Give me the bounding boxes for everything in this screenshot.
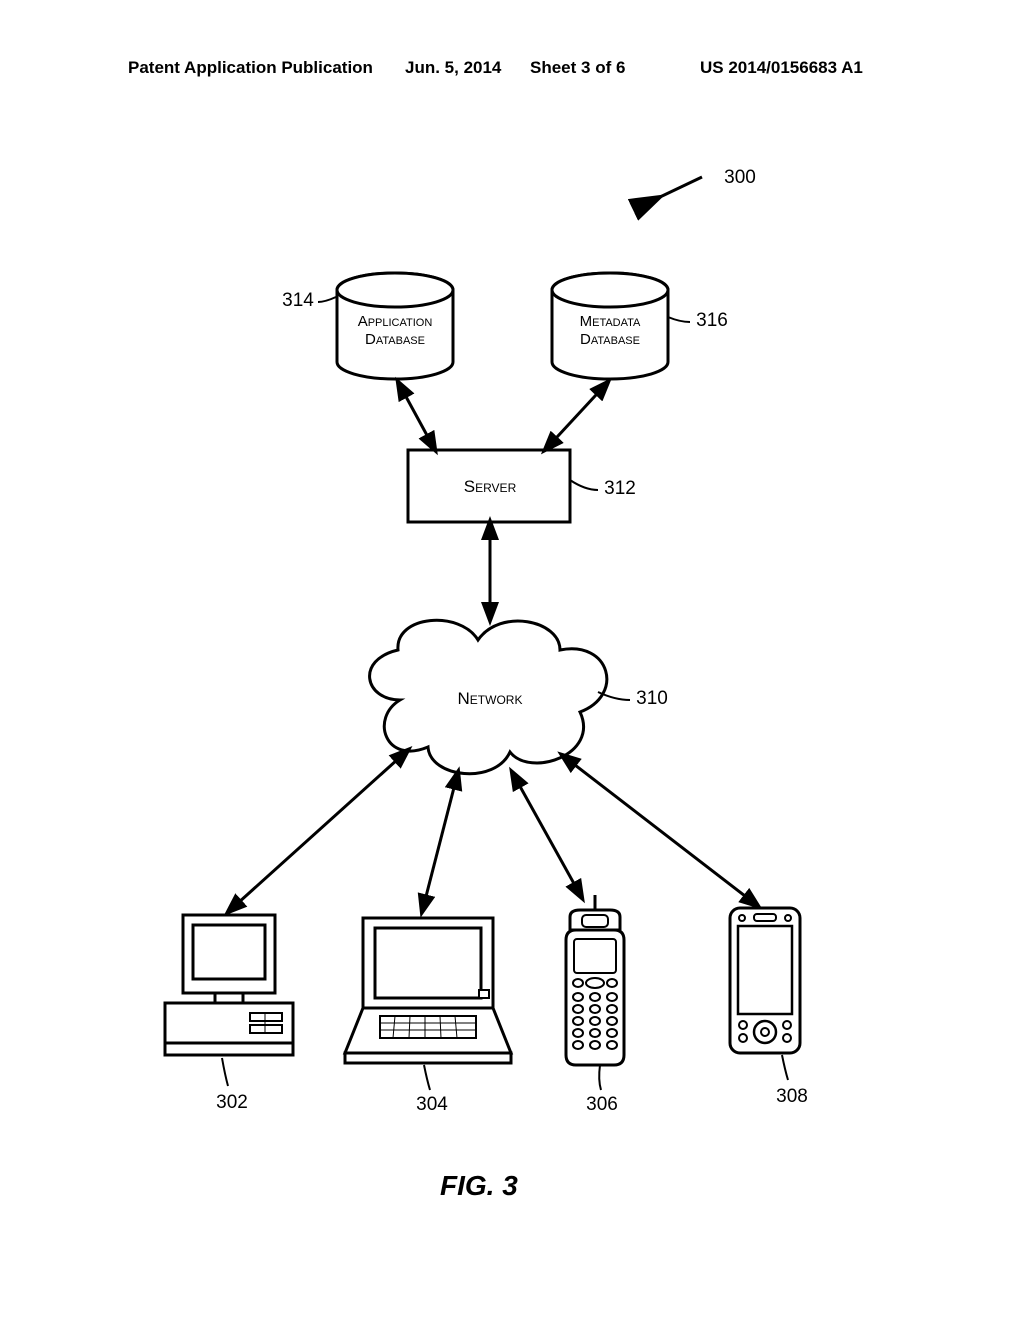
metadata-database-node: Metadata Database 316 (552, 273, 728, 379)
ref-302-label: 302 (216, 1092, 248, 1113)
figure-caption: FIG. 3 (440, 1170, 518, 1202)
ref-306-label: 306 (586, 1094, 618, 1115)
phone-icon (566, 895, 624, 1065)
ref-300-label: 300 (724, 167, 756, 188)
ref-314-label: 314 (282, 290, 314, 311)
ref-312-label: 312 (604, 478, 636, 499)
desktop-icon (165, 915, 293, 1055)
laptop-icon (345, 918, 511, 1063)
network-diagram: 300 Application Database 314 Metadata Da… (0, 0, 1024, 1320)
ref-316-label: 316 (696, 310, 728, 331)
ref-304-label: 304 (416, 1094, 448, 1115)
application-database-node: Application Database 314 (282, 273, 453, 379)
server-label: Server (464, 477, 517, 496)
network-node: Network 310 (370, 620, 668, 773)
page: Patent Application Publication Jun. 5, 2… (0, 0, 1024, 1320)
app-db-label-1: Application (358, 313, 433, 330)
meta-db-label-1: Metadata (580, 313, 641, 330)
ref-310-label: 310 (636, 688, 668, 709)
figure-ref-300: 300 (660, 167, 756, 197)
ref-308-label: 308 (776, 1086, 808, 1107)
app-db-label-2: Database (365, 331, 425, 348)
network-label: Network (458, 689, 523, 708)
server-node: Server 312 (408, 450, 636, 522)
pda-icon (730, 908, 800, 1053)
meta-db-label-2: Database (580, 331, 640, 348)
